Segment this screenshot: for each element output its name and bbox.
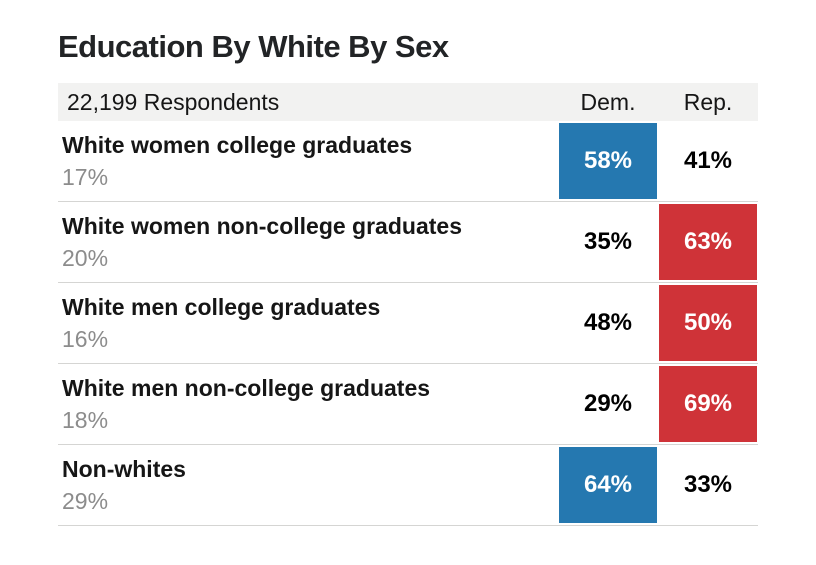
row-share: 17% <box>62 164 109 191</box>
row-label: White men college graduates <box>62 293 381 320</box>
respondents-label: 22,199 Respondents <box>67 88 280 115</box>
table-row: White men non-college graduates 18% 29% … <box>58 364 758 446</box>
rep-value-cell: 33% <box>658 445 758 525</box>
dem-value: 48% <box>583 309 633 337</box>
results-table: 22,199 Respondents Dem. Rep. White women… <box>58 83 758 527</box>
rep-value-cell: 63% <box>658 202 758 282</box>
row-label-group: White men college graduates 16% <box>58 283 558 363</box>
rep-value-cell: 41% <box>658 121 758 201</box>
dem-value: 29% <box>583 390 633 418</box>
table-row: White women college graduates 17% 58% 41… <box>58 121 758 203</box>
row-label: Non-whites <box>62 455 186 482</box>
rep-value: 69% <box>659 366 757 443</box>
dem-value-cell: 48% <box>558 283 658 363</box>
row-share: 16% <box>62 326 109 353</box>
rep-value-cell: 69% <box>658 364 758 444</box>
rep-column-header: Rep. <box>683 88 733 115</box>
chart-title: Education By White By Sex <box>58 29 449 64</box>
dem-value: 64% <box>559 447 657 524</box>
row-label-group: White women non-college graduates 20% <box>58 202 558 282</box>
dem-value-cell: 29% <box>558 364 658 444</box>
table-row: Non-whites 29% 64% 33% <box>58 445 758 527</box>
dem-value-cell: 64% <box>558 445 658 525</box>
rep-value: 63% <box>659 204 757 281</box>
dem-value-cell: 35% <box>558 202 658 282</box>
row-share: 29% <box>62 488 109 515</box>
table-row: White women non-college graduates 20% 35… <box>58 202 758 284</box>
row-label-group: White men non-college graduates 18% <box>58 364 558 444</box>
row-share: 20% <box>62 245 109 272</box>
rep-value: 41% <box>683 147 733 175</box>
rep-value: 33% <box>683 471 733 499</box>
row-share: 18% <box>62 407 109 434</box>
rep-value: 50% <box>659 285 757 362</box>
dem-value-cell: 58% <box>558 121 658 201</box>
table-header-row: 22,199 Respondents Dem. Rep. <box>58 83 758 122</box>
table-row: White men college graduates 16% 48% 50% <box>58 283 758 365</box>
row-label-group: Non-whites 29% <box>58 445 558 525</box>
rep-value-cell: 50% <box>658 283 758 363</box>
row-label-group: White women college graduates 17% <box>58 121 558 201</box>
row-label: White women non-college graduates <box>62 212 462 239</box>
row-label: White women college graduates <box>62 131 413 158</box>
row-label: White men non-college graduates <box>62 374 431 401</box>
dem-value: 58% <box>559 123 657 200</box>
dem-value: 35% <box>583 228 633 256</box>
dem-column-header: Dem. <box>580 88 636 115</box>
